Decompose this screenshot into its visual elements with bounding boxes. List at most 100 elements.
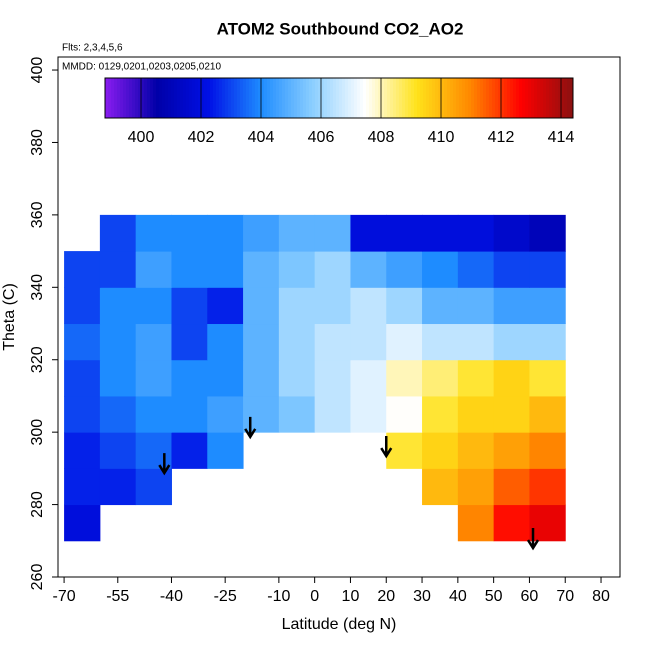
colorbar-swatch [339, 78, 343, 118]
heat-cell [243, 251, 280, 288]
colorbar-swatch [219, 78, 223, 118]
colorbar-swatch [498, 78, 502, 118]
heat-cell [422, 432, 459, 469]
colorbar-swatch [270, 78, 274, 118]
colorbar-swatch [504, 78, 508, 118]
colorbar-swatch [549, 78, 553, 118]
heat-cell [314, 395, 351, 433]
heat-cell [314, 323, 351, 361]
heat-cell [135, 287, 172, 325]
colorbar-swatch [321, 78, 325, 118]
heat-cell [135, 323, 172, 361]
colorbar-swatch [399, 78, 403, 118]
colorbar-swatch [111, 78, 115, 118]
heat-cell [99, 359, 137, 397]
colorbar-swatch [285, 78, 289, 118]
heat-cell [171, 214, 208, 252]
heat-cell [457, 287, 495, 325]
colorbar-swatch [135, 78, 139, 118]
colorbar-swatch [267, 78, 271, 118]
colorbar-swatch [528, 78, 532, 118]
colorbar-swatch [522, 78, 526, 118]
heat-cell [529, 287, 566, 325]
colorbar-swatch [297, 78, 301, 118]
colorbar-tick-label: 402 [188, 129, 215, 146]
heat-cell [422, 323, 459, 361]
heat-cell [386, 432, 423, 469]
colorbar-swatch [126, 78, 130, 118]
colorbar-swatch [516, 78, 520, 118]
colorbar-tick-label: 408 [368, 129, 395, 146]
heat-cell [278, 395, 316, 433]
colorbar-swatch [207, 78, 211, 118]
x-tick-label: 20 [377, 588, 395, 605]
colorbar-swatch [366, 78, 370, 118]
heat-cell [135, 214, 172, 252]
colorbar-swatch [408, 78, 412, 118]
heat-cell [422, 214, 459, 252]
colorbar-swatch [345, 78, 349, 118]
colorbar-swatch [495, 78, 499, 118]
heat-cell [422, 359, 459, 397]
colorbar-swatch [129, 78, 133, 118]
annotation: MMDD: 0129,0201,0203,0205,0210 [62, 62, 221, 73]
colorbar-swatch [564, 78, 568, 118]
colorbar-swatch [159, 78, 163, 118]
colorbar-swatch [198, 78, 202, 118]
colorbar-swatch [237, 78, 241, 118]
colorbar-swatch [468, 78, 472, 118]
colorbar-swatch [258, 78, 262, 118]
colorbar-swatch [228, 78, 232, 118]
heat-cell [99, 395, 137, 433]
arrow [158, 453, 171, 476]
x-tick-label: 70 [556, 588, 574, 605]
colorbar-swatch [444, 78, 448, 118]
y-tick-label: 340 [29, 274, 46, 301]
colorbar-swatch [423, 78, 427, 118]
heat-cell [457, 395, 495, 433]
x-tick-label: 10 [342, 588, 360, 605]
colorbar-swatch [525, 78, 529, 118]
colorbar-swatch [369, 78, 373, 118]
heat-cell [243, 323, 280, 361]
colorbar-swatch [213, 78, 217, 118]
colorbar-swatch [342, 78, 346, 118]
heat-cell [171, 323, 208, 361]
heat-cell [314, 214, 351, 252]
colorbar-swatch [243, 78, 247, 118]
heat-cell [207, 395, 244, 433]
heat-cell [386, 251, 423, 288]
heat-cell [64, 504, 101, 542]
heat-cell [207, 251, 244, 288]
colorbar-swatch [414, 78, 418, 118]
colorbar-swatch [570, 78, 574, 118]
heat-cell [529, 468, 566, 506]
heat-cell [278, 214, 316, 252]
heat-cell [243, 214, 280, 252]
x-tick-label: -70 [53, 588, 76, 605]
colorbar-swatch [252, 78, 256, 118]
x-tick-label: 50 [485, 588, 503, 605]
heat-cell [243, 287, 280, 325]
heat-cell [386, 214, 423, 252]
heat-cell [64, 359, 101, 397]
heat-cell [99, 323, 137, 361]
heat-cell [64, 395, 101, 433]
heat-cell [457, 323, 495, 361]
arrow [526, 528, 540, 551]
colorbar-swatch [465, 78, 469, 118]
heat-cell [350, 359, 387, 397]
colorbar-swatch [483, 78, 487, 118]
heat-cell [64, 432, 101, 469]
colorbar-swatch [324, 78, 328, 118]
colorbar-swatch [114, 78, 118, 118]
heat-cell [529, 323, 566, 361]
heat-cell [135, 359, 172, 397]
colorbar-swatch [180, 78, 184, 118]
colorbar-swatch [492, 78, 496, 118]
x-tick-label: -25 [214, 588, 237, 605]
x-tick-label: 80 [592, 588, 610, 605]
arrow [380, 436, 393, 459]
colorbar-swatch [474, 78, 478, 118]
x-tick-label: 60 [521, 588, 539, 605]
